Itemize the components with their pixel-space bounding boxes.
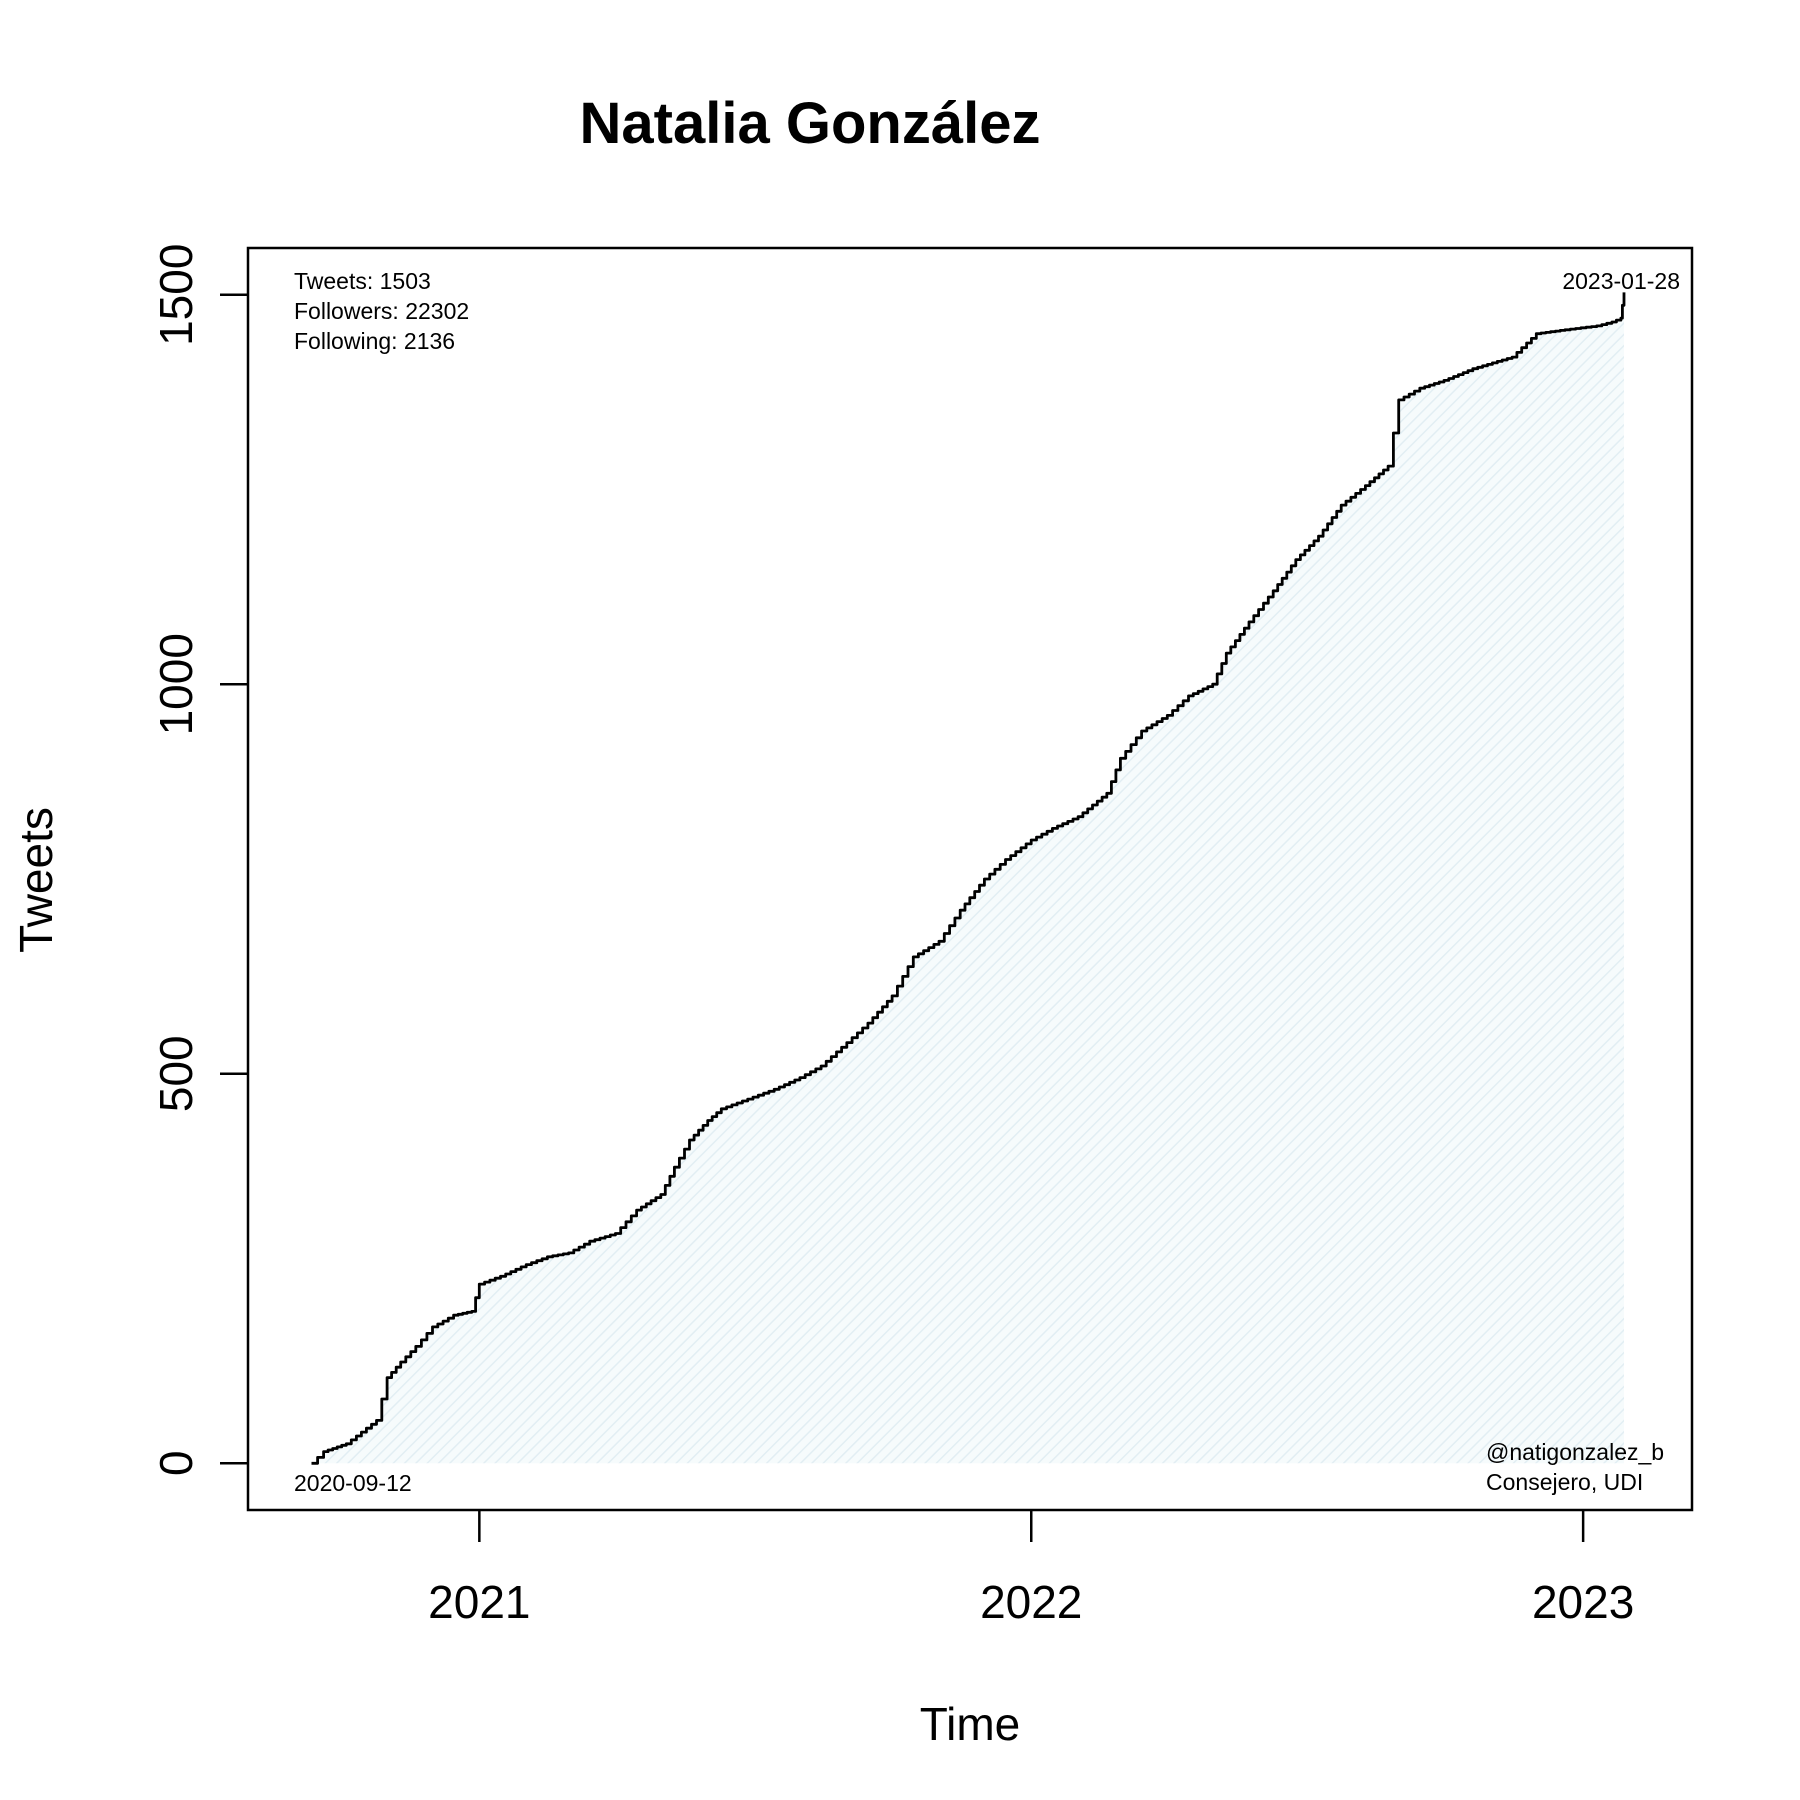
stats-following: Following: 2136 — [294, 328, 455, 354]
x-tick-label: 2023 — [1532, 1576, 1634, 1628]
end-date-label: 2023-01-28 — [1562, 268, 1680, 294]
y-tick-label: 0 — [150, 1450, 202, 1476]
stats-followers: Followers: 22302 — [294, 298, 469, 324]
x-tick-label: 2022 — [980, 1576, 1082, 1628]
y-tick-label: 1500 — [150, 244, 202, 346]
start-date-label: 2020-09-12 — [294, 1470, 412, 1496]
chart-title: Natalia González — [580, 91, 1041, 156]
x-axis-label: Time — [920, 1698, 1021, 1750]
stats-tweets: Tweets: 1503 — [294, 268, 431, 294]
cumulative-tweets-line — [311, 292, 1626, 1465]
plot-frame — [246, 246, 1694, 1512]
y-tick-label: 500 — [150, 1035, 202, 1112]
cumulative-area-fill — [311, 292, 1624, 1464]
y-tick-label: 1000 — [150, 633, 202, 735]
x-tick-label: 2021 — [428, 1576, 530, 1628]
account-role: Consejero, UDI — [1486, 1469, 1643, 1495]
account-handle: @natigonzalez_b — [1486, 1439, 1664, 1465]
y-axis-label: Tweets — [10, 807, 62, 953]
